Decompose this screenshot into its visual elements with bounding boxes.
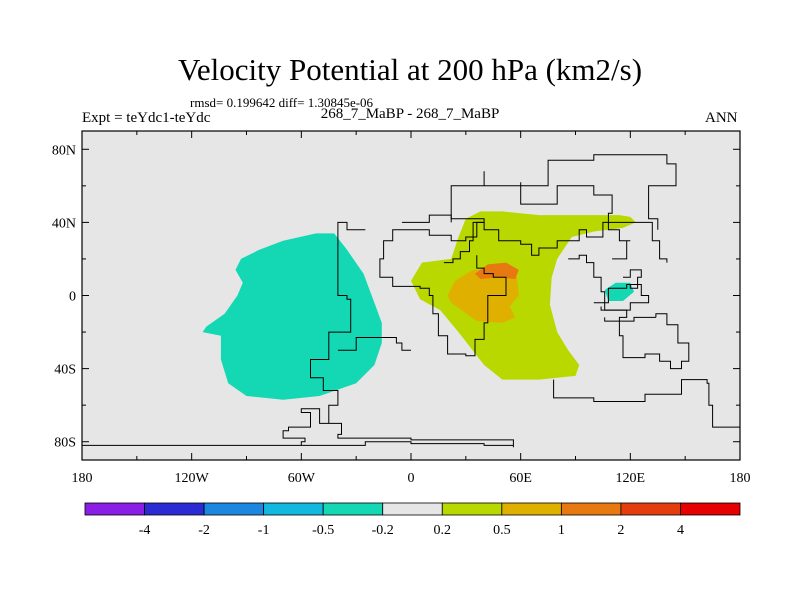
colorbar-swatch [203,502,265,516]
colorbar-swatch [322,502,384,516]
x-tick-label: 180 [72,471,93,486]
colorbar-swatch [501,502,562,516]
colorbar-swatch [441,502,503,516]
colorbar-label: -0.2 [372,523,394,538]
coastline-5 [450,171,631,260]
y-axis: 80N 40N 0 40S 80S [52,143,740,451]
coastline-8 [568,254,628,322]
coastline-4 [443,221,668,264]
y-tick-label: 40N [52,216,76,231]
y-tick-label: 80N [52,143,76,158]
x-axis: 180 120W 60W 0 60E 120E 180 [72,131,751,486]
colorbar-label: 4 [677,523,684,538]
colorbar-swatch [560,502,622,516]
colorbar-label: 2 [617,523,624,538]
x-tick-label: 180 [730,471,751,486]
colorbar-label: -2 [198,523,210,538]
region-positive-main [411,211,636,380]
y-tick-label: 40S [54,363,76,378]
x-tick-label: 60W [288,471,316,486]
colorbar-swatch [680,502,741,516]
colorbar-swatch [620,502,681,516]
coastline-6 [520,154,677,230]
colorbar-swatch [263,502,324,516]
coastline-2 [310,221,366,424]
x-tick-label: 120E [616,471,646,486]
y-tick-label: 80S [54,436,76,451]
chart-title: Velocity Potential at 200 hPa (km2/s) [177,52,643,87]
x-tick-label: 60E [509,471,532,486]
case-comparison-label: 268_7_MaBP - 268_7_MaBP [320,106,500,122]
coastline-7 [379,214,507,357]
map-background [82,131,740,460]
coastline-1 [553,379,740,442]
colorbar-label: 1 [558,523,565,538]
coastline-3 [337,337,411,351]
colorbar: -4 -2 -1 -0.5 -0.2 0.2 0.5 1 2 4 [84,502,741,538]
colorbar-label: 0.2 [434,523,452,538]
experiment-label: Expt = teYdc1-teYdc [82,110,211,126]
rmsd-diff-stats: rmsd= 0.199642 diff= 1.30845e-06 [190,95,374,110]
region-positive-core [447,269,519,323]
coastline-10 [593,284,650,311]
region-positive-inner [475,262,519,280]
coastline-11 [623,269,642,289]
x-tick-label: 120W [175,471,210,486]
y-tick-label: 0 [69,290,76,305]
x-tick-label: 0 [408,471,415,486]
colorbar-label: -1 [258,523,270,538]
colorbar-label: -0.5 [312,523,334,538]
coastline-0 [82,408,514,448]
coastline-9 [618,313,690,370]
coastlines [82,154,740,448]
colorbar-label: 0.5 [493,523,511,538]
colorbar-swatch [144,502,205,516]
colorbar-label: -4 [139,523,151,538]
colorbar-swatch [84,502,145,516]
colorbar-swatch [382,502,443,516]
season-label: ANN [705,110,738,126]
region-negative-west [202,233,382,400]
contour-regions [202,211,636,400]
